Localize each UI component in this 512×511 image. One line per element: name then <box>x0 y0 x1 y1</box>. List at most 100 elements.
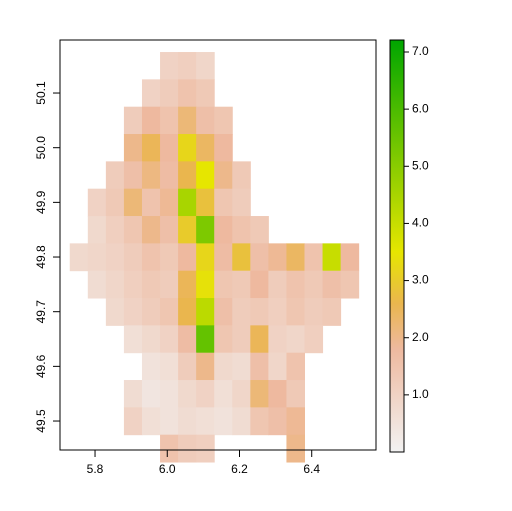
raster-cell <box>123 161 143 190</box>
raster-cell <box>178 188 197 217</box>
x-tick-label: 5.8 <box>87 462 104 476</box>
raster-cell <box>141 325 161 354</box>
y-tick-label: 50.1 <box>34 81 48 105</box>
raster-cell <box>196 79 215 108</box>
raster-cell <box>178 134 197 162</box>
raster-cell <box>286 270 305 299</box>
raster-cell <box>286 434 305 463</box>
raster-cell <box>141 298 161 326</box>
raster-cell <box>196 380 215 408</box>
raster-cell <box>141 216 161 244</box>
raster-cell <box>160 380 179 408</box>
raster-cell <box>340 270 360 299</box>
raster-cell <box>232 325 251 354</box>
raster <box>69 52 360 463</box>
raster-cell <box>105 270 125 299</box>
raster-cell <box>250 216 269 244</box>
raster-cell <box>232 407 251 436</box>
raster-cell <box>141 79 161 108</box>
raster-cell <box>105 216 125 244</box>
raster-cell <box>196 134 215 162</box>
raster-cell <box>232 216 251 244</box>
raster-cell <box>250 270 269 299</box>
raster-cell <box>196 188 215 217</box>
raster-cell <box>123 325 143 354</box>
raster-cell <box>286 325 305 354</box>
raster-cell <box>160 188 179 217</box>
raster-cell <box>250 243 269 272</box>
raster-cell <box>123 243 143 272</box>
raster-cell <box>160 352 179 381</box>
raster-cell <box>214 352 233 381</box>
raster-cell <box>196 216 215 244</box>
raster-cell <box>160 270 179 299</box>
raster-cell <box>87 216 107 244</box>
raster-cell <box>214 407 233 436</box>
raster-cell <box>160 407 179 436</box>
raster-cell <box>123 298 143 326</box>
colorbar-tick-label: 5.0 <box>412 158 429 172</box>
raster-cell <box>232 161 251 190</box>
raster-cell <box>286 243 305 272</box>
raster-cell <box>214 270 233 299</box>
raster-cell <box>123 270 143 299</box>
raster-cell <box>232 380 251 408</box>
raster-cell <box>160 79 179 108</box>
raster-cell <box>214 243 233 272</box>
y-tick-label: 49.6 <box>34 354 48 378</box>
raster-cell <box>87 270 107 299</box>
raster-cell <box>178 325 197 354</box>
raster-cell <box>268 352 287 381</box>
raster-cell <box>196 243 215 272</box>
raster-cell <box>178 216 197 244</box>
raster-cell <box>268 243 287 272</box>
raster-cell <box>69 243 89 272</box>
raster-cell <box>141 270 161 299</box>
colorbar-tick-label: 1.0 <box>412 387 429 401</box>
raster-cell <box>232 298 251 326</box>
raster-cell <box>250 298 269 326</box>
raster-cell <box>322 298 342 326</box>
colorbar-tick-label: 2.0 <box>412 330 429 344</box>
raster-cell <box>178 106 197 135</box>
y-tick-label: 49.7 <box>34 300 48 324</box>
raster-cell <box>123 188 143 217</box>
raster-cell <box>196 161 215 190</box>
raster-cell <box>105 243 125 272</box>
raster-cell <box>196 352 215 381</box>
raster-cell <box>214 298 233 326</box>
colorbar-tick-label: 4.0 <box>412 216 429 230</box>
raster-cell <box>268 270 287 299</box>
raster-cell <box>123 407 143 436</box>
raster-cell <box>214 106 233 135</box>
raster-cell <box>268 380 287 408</box>
raster-cell <box>141 161 161 190</box>
raster-cell <box>250 352 269 381</box>
raster-cell <box>123 134 143 162</box>
raster-cell <box>141 352 161 381</box>
raster-cell <box>178 298 197 326</box>
raster-cell <box>141 407 161 436</box>
raster-cell <box>196 407 215 436</box>
colorbar-tick-label: 7.0 <box>412 44 429 58</box>
raster-cell <box>214 216 233 244</box>
raster-cell <box>160 434 179 463</box>
raster-cell <box>250 380 269 408</box>
raster-cell <box>196 106 215 135</box>
raster-cell <box>160 134 179 162</box>
raster-cell <box>160 325 179 354</box>
raster-cell <box>322 243 342 272</box>
raster-cell <box>178 407 197 436</box>
raster-cell <box>105 161 125 190</box>
colorbar-tick-label: 3.0 <box>412 273 429 287</box>
y-tick-label: 49.9 <box>34 190 48 214</box>
raster-cell <box>250 325 269 354</box>
raster-cell <box>322 270 342 299</box>
raster-cell <box>214 188 233 217</box>
raster-cell <box>214 161 233 190</box>
raster-cell <box>123 106 143 135</box>
raster-cell <box>286 407 305 436</box>
raster-cell <box>304 325 324 354</box>
raster-cell <box>196 52 215 80</box>
raster-cell <box>123 216 143 244</box>
